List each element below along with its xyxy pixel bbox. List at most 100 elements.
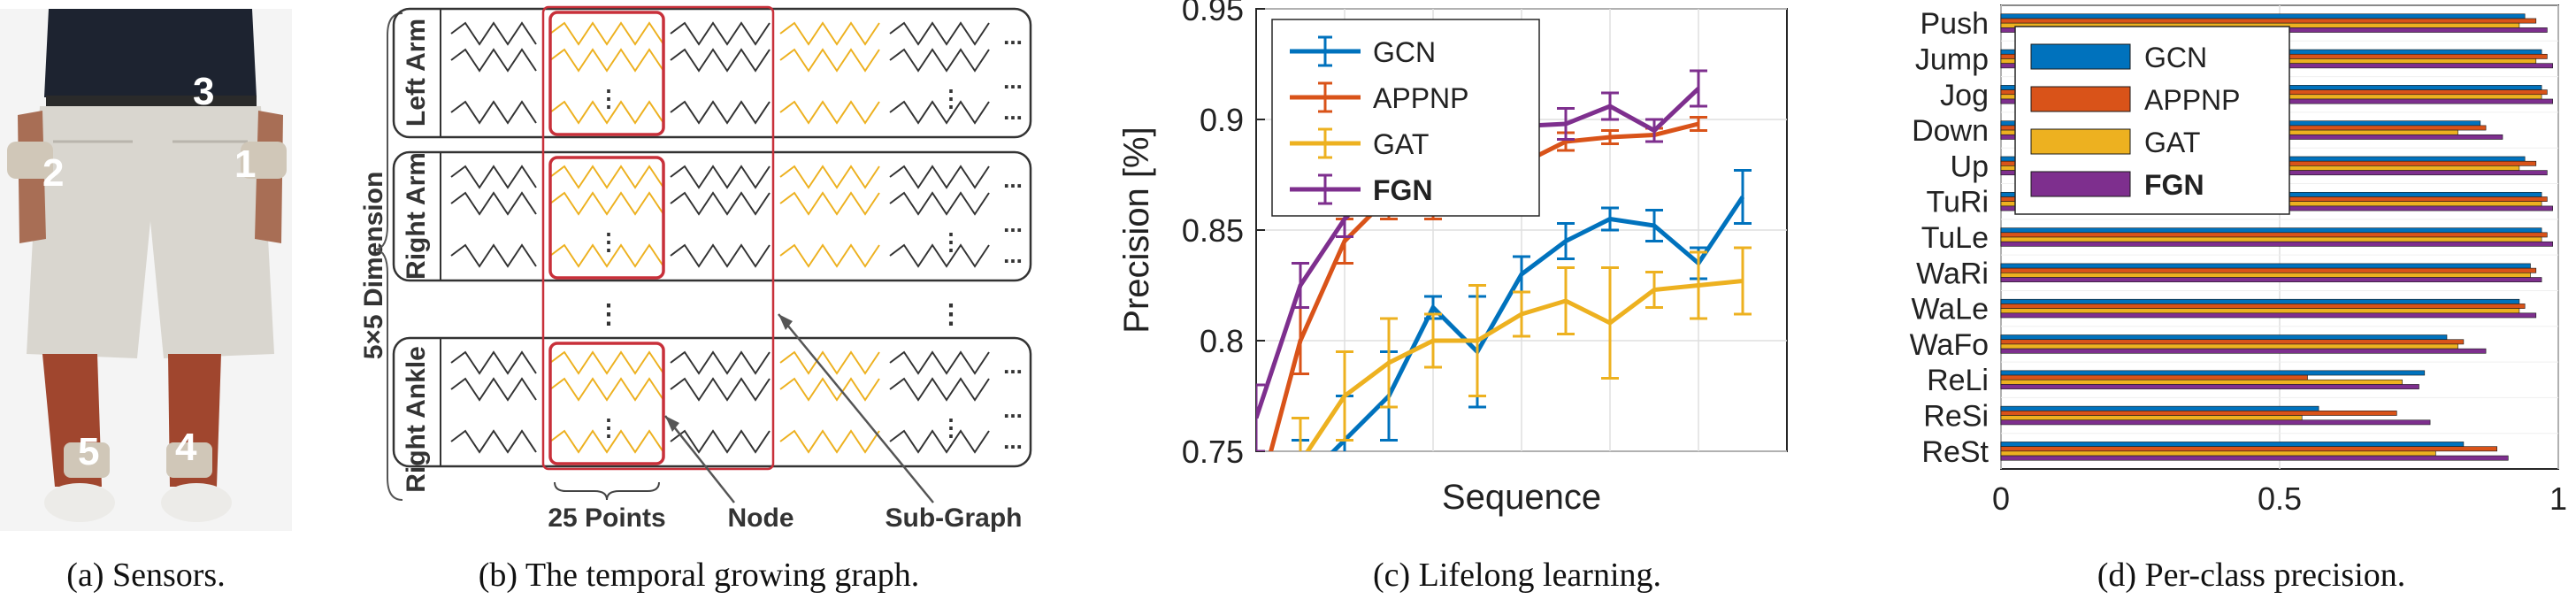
- chart2-xticks: 0 0.5 1: [1992, 480, 2567, 517]
- legend-swatch-gcn: [2030, 43, 2131, 70]
- row-ellipsis: ⋮: [597, 85, 620, 111]
- signal-zigzag: [779, 377, 880, 402]
- signal-zigzag: [450, 191, 537, 216]
- row-dots: ...: [1003, 211, 1023, 237]
- bar-gcn-wale: [2000, 298, 2520, 304]
- signal-zigzag: [779, 100, 880, 125]
- row-ellipsis: ⋮: [939, 85, 962, 111]
- row-dots: ...: [1003, 67, 1023, 94]
- legend-label-gcn: GCN: [1373, 36, 1436, 68]
- bar-gat-wafo: [2000, 343, 2458, 350]
- chart1-ytick-label: 0.8: [1200, 323, 1244, 359]
- signal-zigzag: [549, 48, 664, 73]
- legend-swatch-appnp: [2030, 86, 2131, 112]
- row-dots: ...: [1003, 427, 1023, 454]
- signal-zigzag: [889, 429, 990, 454]
- signal-zigzag: [450, 21, 537, 46]
- bar-fgn-rest: [2000, 455, 2509, 461]
- category-label-wafo: WaFo: [1910, 328, 1989, 362]
- dimension-label: 5×5 Dimension: [359, 172, 388, 360]
- signal-zigzag: [670, 21, 770, 46]
- bar-fgn-tule: [2000, 241, 2554, 247]
- signal-zigzag: [670, 191, 770, 216]
- node-label: Node: [728, 503, 794, 533]
- bar-appnp-wafo: [2000, 339, 2465, 345]
- bar-gat-wale: [2000, 308, 2520, 314]
- bar-appnp-wari: [2000, 267, 2537, 273]
- row-dots: ...: [1003, 396, 1023, 423]
- row-ellipsis: ⋮: [939, 414, 962, 441]
- bar-gat-resi: [2000, 415, 2303, 421]
- bar-gcn-rest: [2000, 442, 2465, 447]
- sensor-label-1: 1: [234, 142, 256, 186]
- legend-label-gat: GAT: [1373, 128, 1429, 160]
- category-label-down: Down: [1912, 114, 1989, 148]
- per-class-precision-chart: PushJumpJogDownUpTuRiTuLeWaRiWaLeWaFoReL…: [1910, 4, 2567, 517]
- sensor-label-3: 3: [193, 70, 214, 113]
- signal-zigzag: [549, 165, 664, 189]
- signal-zigzag: [779, 350, 880, 375]
- signal-zigzag: [889, 48, 990, 73]
- chart1-xlabel: Sequence: [1442, 478, 1601, 517]
- signal-zigzag: [670, 350, 770, 375]
- signal-zigzag: [549, 191, 664, 216]
- lifelong-learning-chart: 0.75 0.8 0.85 0.9 0.95 Sequence Precision [%…: [1117, 0, 1788, 517]
- category-label-push: Push: [1920, 7, 1990, 41]
- legend-label-gat: GAT: [2144, 127, 2200, 158]
- caption-b: (b) The temporal growing graph.: [479, 557, 919, 594]
- legend-swatch-fgn: [2030, 171, 2131, 197]
- row-ellipsis: ⋮: [597, 228, 620, 255]
- row-dots: ...: [1003, 352, 1023, 379]
- bar-fgn-wari: [2000, 277, 2542, 283]
- signal-zigzag: [670, 429, 770, 454]
- signal-zigzag: [670, 165, 770, 189]
- bar-gcn-reli: [2000, 370, 2426, 376]
- bar-fgn-reli: [2000, 384, 2419, 389]
- signal-zigzag: [779, 21, 880, 46]
- chart1-ytick-label: 0.9: [1200, 102, 1244, 138]
- legend-label-appnp: APPNP: [1373, 82, 1468, 114]
- bar-gat-wari: [2000, 273, 2531, 278]
- legend-label-appnp: APPNP: [2144, 84, 2240, 116]
- bar-appnp-tule: [2000, 232, 2548, 238]
- series-line-gcn: [1330, 196, 1745, 451]
- category-label-reli: ReLi: [1927, 364, 1989, 397]
- row-dots: ...: [1003, 242, 1023, 268]
- chart1-ytick-label: 0.75: [1182, 434, 1244, 470]
- signal-zigzag: [670, 100, 770, 125]
- rows-ellipsis-1: ⋮: [595, 300, 622, 329]
- row-dots: ...: [1003, 98, 1023, 125]
- bar-appnp-reli: [2000, 374, 2308, 380]
- legend-label-fgn: FGN: [1373, 174, 1433, 206]
- signal-zigzag: [450, 350, 537, 375]
- signal-zigzag: [889, 165, 990, 189]
- signal-zigzag: [889, 191, 990, 216]
- category-label-tule: TuLe: [1921, 221, 1989, 255]
- chart2-xtick-label: 0.5: [2258, 480, 2302, 517]
- chart1-ytick-label: 0.85: [1182, 212, 1244, 249]
- bar-appnp-wale: [2000, 304, 2526, 309]
- signal-zigzag: [889, 21, 990, 46]
- bar-appnp-rest: [2000, 446, 2498, 452]
- bar-gat-tule: [2000, 236, 2542, 242]
- signal-zigzag: [779, 243, 880, 268]
- subgraph-label: Sub-Graph: [886, 503, 1023, 533]
- signal-zigzag: [670, 377, 770, 402]
- bar-gat-rest: [2000, 450, 2436, 457]
- signal-zigzag: [670, 48, 770, 73]
- signal-zigzag: [549, 243, 664, 268]
- legend-label-gcn: GCN: [2144, 42, 2207, 73]
- signal-zigzag: [549, 100, 664, 125]
- category-label-jog: Jog: [1940, 79, 1989, 112]
- signal-zigzag: [450, 165, 537, 189]
- row-label-right-arm: Right Arm: [402, 152, 431, 280]
- signal-zigzag: [889, 100, 990, 125]
- bar-gcn-tule: [2000, 227, 2542, 234]
- points-label: 25 Points: [548, 503, 665, 533]
- chart1-legend: GCN APPNP GAT FGN: [1271, 19, 1540, 217]
- row-ellipsis: ⋮: [597, 414, 620, 441]
- graph-diagram: 5×5 Dimension Left Arm Right Arm Right A…: [359, 5, 1032, 533]
- bar-fgn-wafo: [2000, 348, 2487, 354]
- signal-zigzag: [450, 243, 537, 268]
- signal-zigzag: [779, 191, 880, 216]
